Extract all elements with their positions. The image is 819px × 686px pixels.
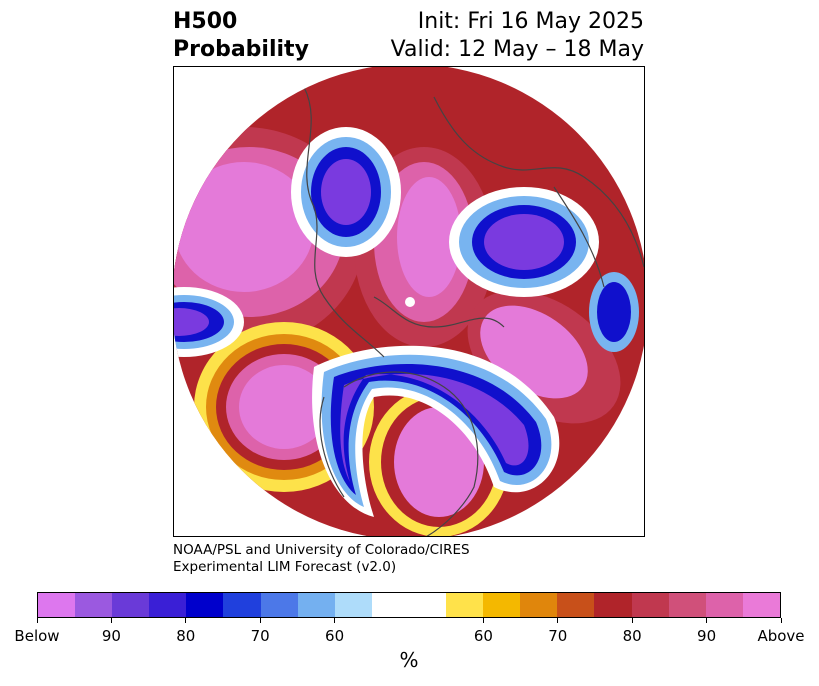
colorbar-tick-label: 90 [101, 627, 121, 645]
colorbar-tick-label: Above [757, 627, 805, 645]
colorbar-tick-label: 80 [622, 627, 642, 645]
colorbar-segment [371, 593, 409, 617]
colorbar-tick [631, 618, 633, 623]
colorbar-tick-label: 90 [697, 627, 717, 645]
colorbar-tick-label: 60 [325, 627, 345, 645]
below-region-pacific [174, 287, 244, 357]
colorbar-segment [594, 593, 632, 617]
colorbar-segment [112, 593, 150, 617]
colorbar-segment [149, 593, 187, 617]
title-variable: H500 [173, 9, 238, 34]
init-date: Init: Fri 16 May 2025 [417, 9, 644, 34]
colorbar-tick [36, 618, 38, 623]
colorbar-segment [557, 593, 595, 617]
below-region-siberia [449, 187, 599, 297]
colorbar-segment [446, 593, 484, 617]
valid-range: Valid: 12 May – 18 May [390, 37, 644, 62]
credit-block: NOAA/PSL and University of Colorado/CIRE… [173, 542, 470, 576]
colorbar-tick [259, 618, 261, 623]
below-region-east [589, 272, 639, 352]
title-type: Probability [173, 37, 309, 62]
colorbar-segment [186, 593, 224, 617]
colorbar-segment [408, 593, 447, 617]
colorbar-tick-label: 70 [548, 627, 568, 645]
colorbar-segment [668, 593, 706, 617]
probability-field [174, 67, 644, 536]
colorbar-segment [705, 593, 743, 617]
colorbar-tick [334, 618, 336, 623]
north-pole-marker [405, 297, 415, 307]
below-region-canada [312, 345, 560, 517]
colorbar-segment [223, 593, 261, 617]
colorbar-tick-label: Below [14, 627, 60, 645]
colorbar [37, 592, 781, 618]
colorbar-segment [520, 593, 558, 617]
colorbar-tick [110, 618, 112, 623]
colorbar-segment [334, 593, 372, 617]
coastlines [303, 86, 644, 536]
colorbar-segment [483, 593, 521, 617]
colorbar-tick [482, 618, 484, 623]
colorbar-segment [38, 593, 76, 617]
map-dates: Init: Fri 16 May 2025 Valid: 12 May – 18… [391, 8, 644, 64]
colorbar-units: % [399, 648, 419, 672]
colorbar-tick-label: 70 [250, 627, 270, 645]
polar-map [173, 66, 645, 537]
colorbar-segment [260, 593, 298, 617]
map-title: H500 Probability [173, 8, 309, 64]
credit-line-1: NOAA/PSL and University of Colorado/CIRE… [173, 542, 470, 558]
colorbar-segment [742, 593, 780, 617]
colorbar-tick [706, 618, 708, 623]
colorbar-segment [75, 593, 113, 617]
colorbar-tick [780, 618, 782, 623]
below-region-north-atlantic [291, 127, 401, 257]
colorbar-tick [185, 618, 187, 623]
colorbar-tick-label: 60 [473, 627, 493, 645]
colorbar-tick [557, 618, 559, 623]
credit-line-2: Experimental LIM Forecast (v2.0) [173, 559, 397, 575]
colorbar-tick-label: 80 [176, 627, 196, 645]
colorbar-segment [297, 593, 335, 617]
colorbar-segment [631, 593, 669, 617]
